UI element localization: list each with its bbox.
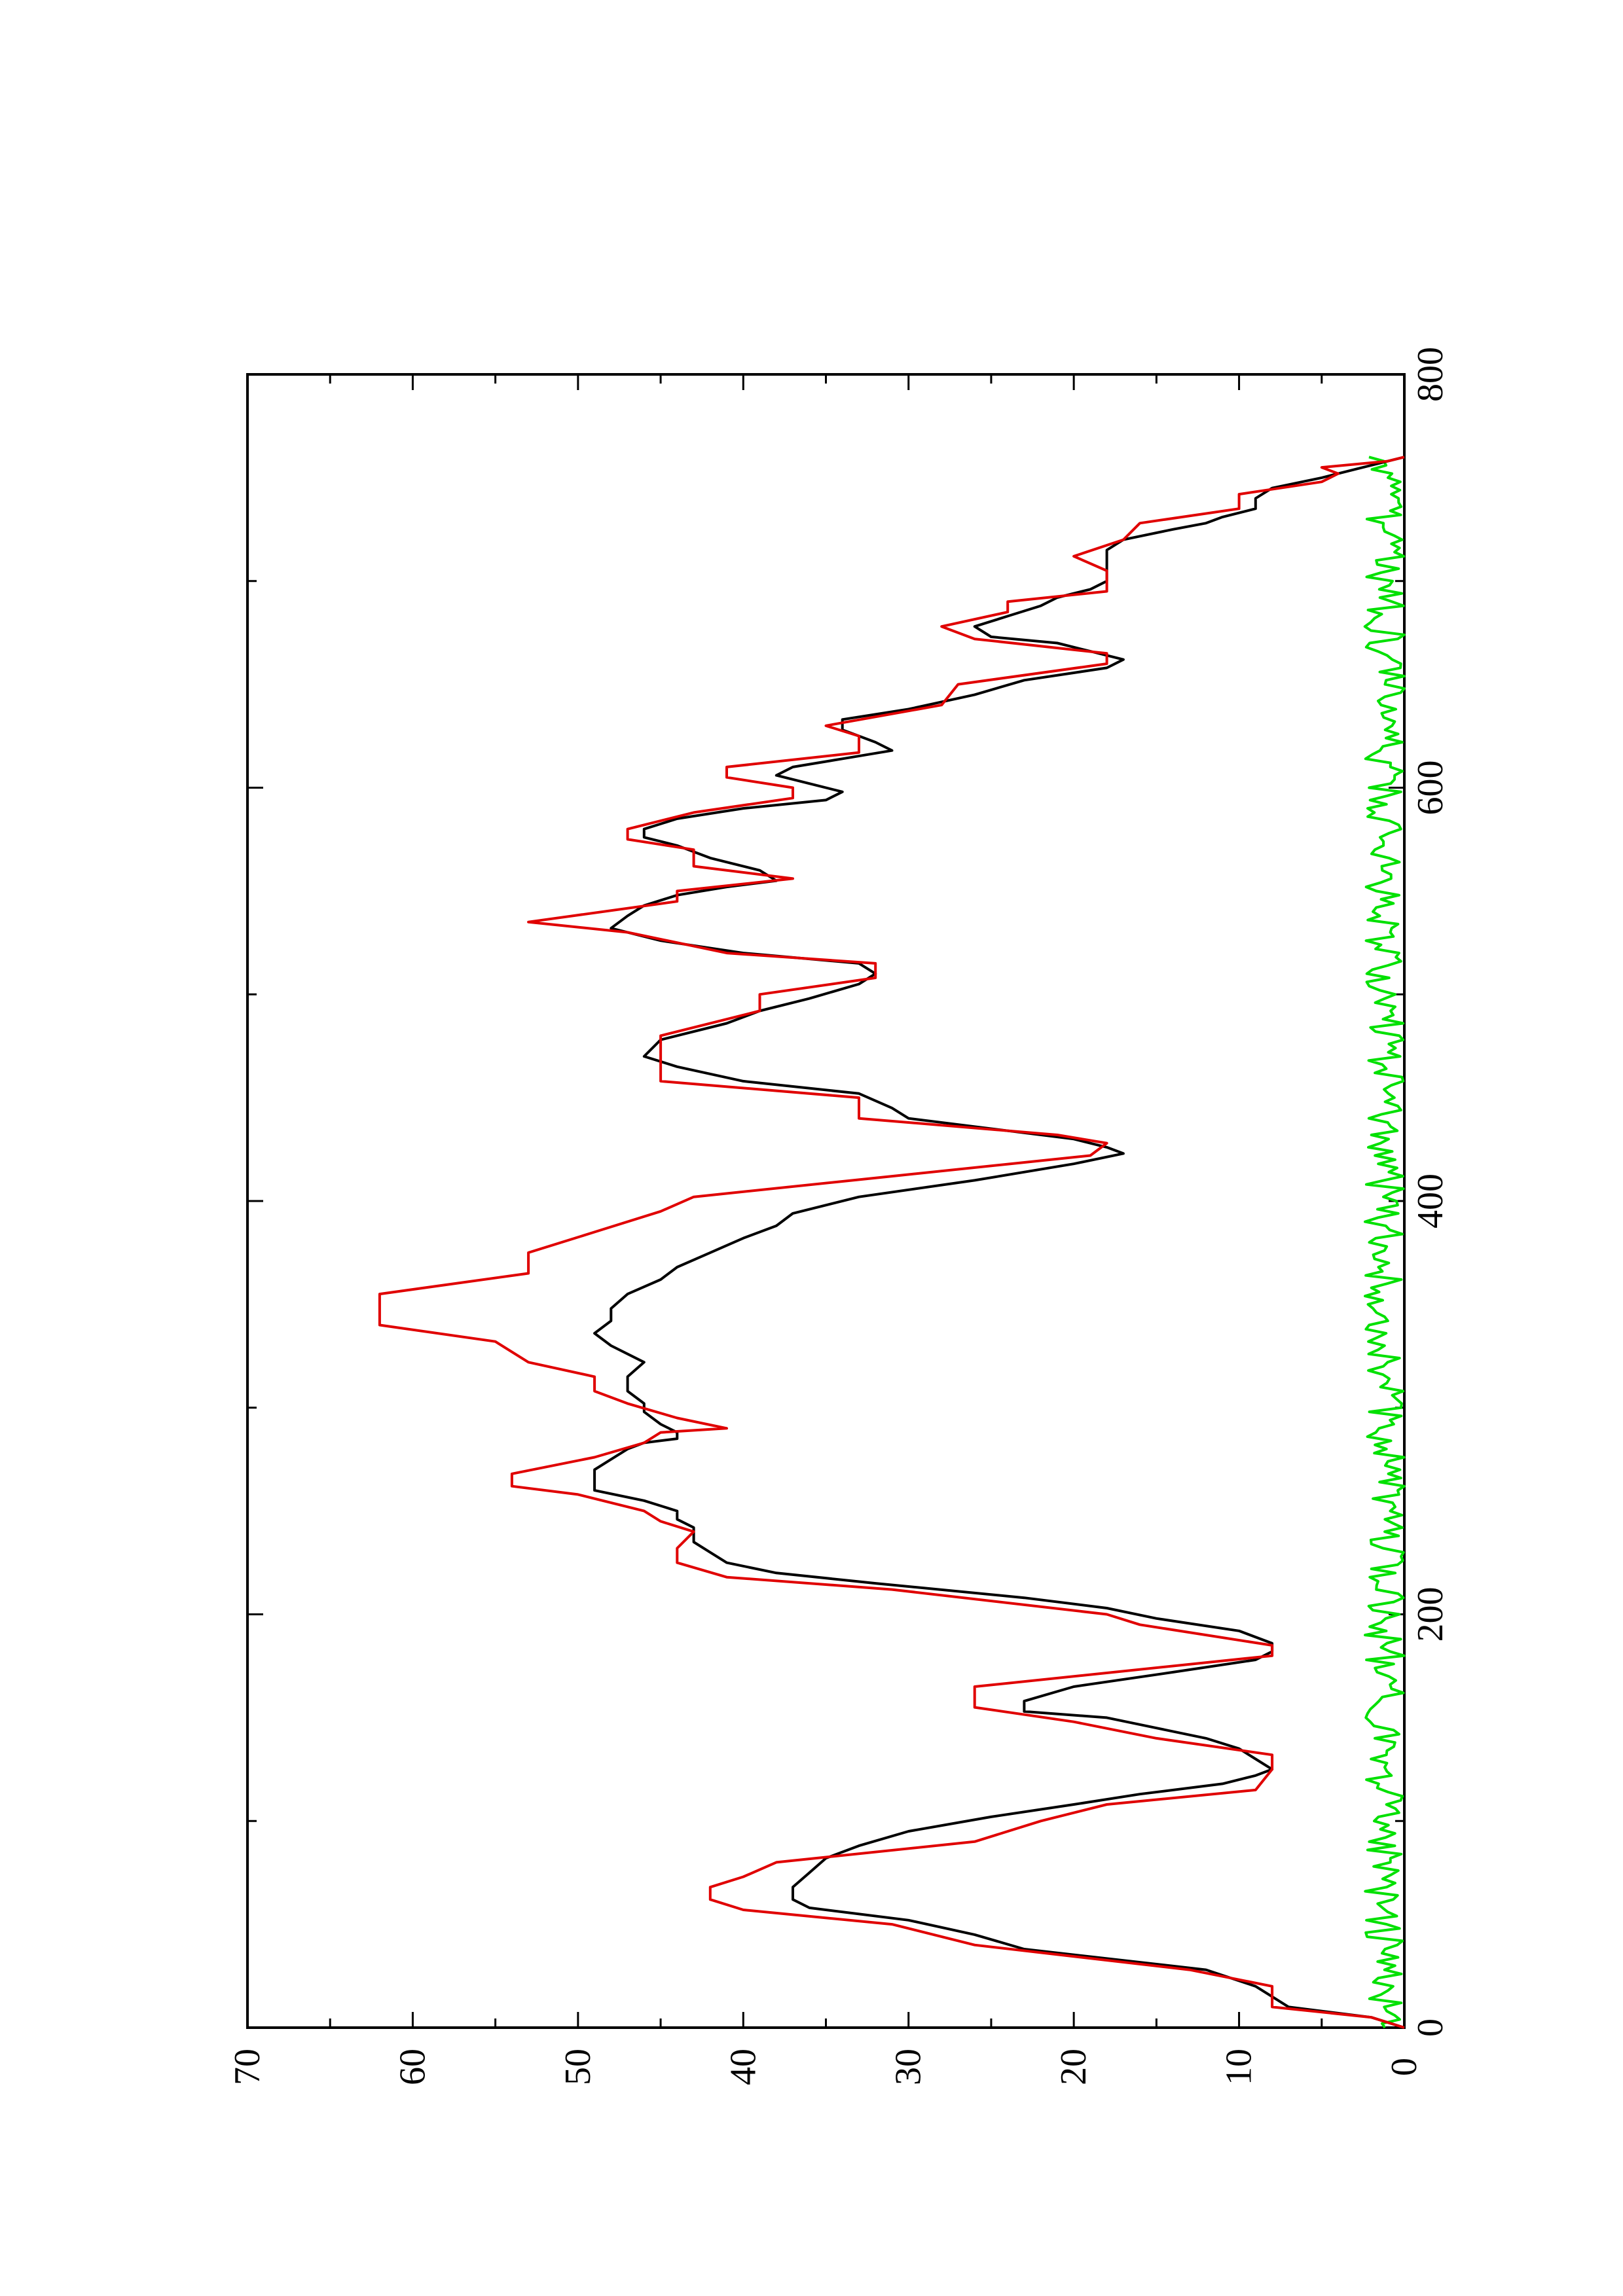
series-2-line [1363, 456, 1406, 2029]
y-tick-label: 30 [888, 2049, 929, 2085]
y-tick-label: 60 [392, 2049, 433, 2085]
series-1-line [593, 456, 1405, 2029]
y-tick-label: 50 [558, 2049, 598, 2085]
y-tick-label: 0 [1384, 2058, 1425, 2076]
x-tick-label: 0 [1410, 2018, 1451, 2037]
plot-frame [246, 373, 1406, 2029]
x-tick-label: 800 [1410, 347, 1451, 402]
x-tick-label: 200 [1410, 1587, 1451, 1642]
x-tick-label: 400 [1410, 1174, 1451, 1229]
axis-tick-labels: 0 200 400 600 800 0 10 20 30 40 50 60 70 [227, 347, 1451, 2085]
series-0-line [378, 456, 1405, 2029]
y-tick-label: 20 [1053, 2049, 1094, 2085]
axis-ticks [246, 373, 1406, 2029]
y-tick-label: 70 [227, 2049, 268, 2085]
series-lines [378, 456, 1406, 2029]
y-tick-label: 40 [723, 2049, 763, 2085]
y-tick-label: 10 [1219, 2049, 1260, 2085]
x-tick-label: 600 [1410, 761, 1451, 816]
